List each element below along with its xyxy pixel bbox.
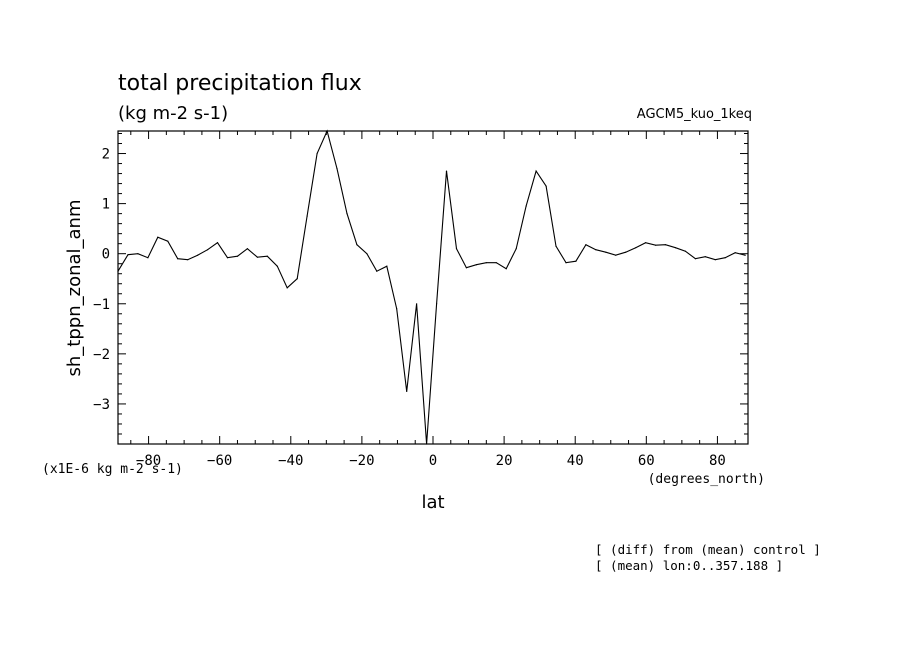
x-tick-label: 40 bbox=[567, 453, 584, 469]
data-points bbox=[117, 130, 746, 445]
data-point bbox=[336, 168, 338, 170]
y-tick-label: −2 bbox=[93, 347, 110, 363]
data-point bbox=[495, 262, 497, 264]
data-point bbox=[515, 248, 517, 250]
data-point bbox=[306, 215, 308, 217]
x-tick-label: −40 bbox=[278, 453, 303, 469]
data-point bbox=[704, 256, 706, 258]
x-tick-labels: −80 −60 −40 −20 0 20 40 60 80 bbox=[136, 453, 726, 469]
data-point bbox=[416, 303, 418, 305]
y-tick-label: −3 bbox=[93, 397, 110, 413]
data-point bbox=[236, 255, 239, 257]
data-point bbox=[117, 270, 119, 272]
data-point bbox=[575, 260, 577, 262]
x-tick-label: 20 bbox=[496, 453, 513, 469]
data-point bbox=[744, 254, 746, 256]
chart-subtitle: (kg m-2 s-1) bbox=[118, 103, 228, 124]
data-point bbox=[625, 251, 627, 253]
data-point bbox=[485, 262, 487, 264]
data-point bbox=[366, 253, 368, 255]
data-point bbox=[455, 248, 458, 250]
data-point bbox=[555, 245, 557, 247]
mean-note: [ (mean) lon:0..357.188 ] bbox=[595, 558, 783, 573]
y-tick-label: 0 bbox=[102, 247, 110, 263]
x-tick-label: 0 bbox=[429, 453, 437, 469]
data-point bbox=[197, 254, 199, 256]
data-point bbox=[684, 250, 687, 252]
chart-title: total precipitation flux bbox=[118, 71, 362, 96]
tick-marks bbox=[118, 131, 748, 444]
data-point bbox=[674, 247, 677, 249]
x-tick-label: 60 bbox=[638, 453, 655, 469]
y-tick-label: 1 bbox=[102, 197, 110, 213]
data-point bbox=[694, 258, 697, 260]
x-tick-label: −20 bbox=[349, 453, 374, 469]
y-tick-label: 2 bbox=[102, 147, 110, 163]
data-point bbox=[605, 251, 607, 253]
data-point bbox=[396, 308, 398, 310]
data-point bbox=[645, 242, 647, 244]
data-point bbox=[475, 264, 477, 266]
y-tick-labels: 2 1 0 −1 −2 −3 bbox=[93, 147, 110, 413]
data-point bbox=[714, 259, 716, 261]
data-point bbox=[505, 268, 507, 270]
data-point bbox=[226, 257, 229, 259]
data-point bbox=[615, 254, 617, 256]
data-point bbox=[187, 259, 189, 261]
data-point bbox=[386, 265, 388, 267]
y-axis-label: sh_tppn_zonal_anm bbox=[64, 200, 85, 377]
data-point bbox=[216, 242, 219, 244]
x-axis-label: lat bbox=[421, 492, 444, 513]
x-tick-label: −60 bbox=[207, 453, 232, 469]
data-point bbox=[635, 247, 637, 249]
data-point bbox=[296, 278, 298, 280]
plot-frame bbox=[117, 130, 749, 445]
data-point bbox=[137, 253, 139, 255]
x-tick-label: 80 bbox=[709, 453, 726, 469]
data-point bbox=[724, 257, 726, 259]
data-point bbox=[207, 249, 209, 251]
data-point bbox=[127, 254, 129, 256]
data-point bbox=[445, 170, 448, 172]
y-units-label: (x1E-6 kg m-2 s-1) bbox=[42, 462, 183, 477]
data-point bbox=[436, 303, 438, 305]
data-point bbox=[595, 249, 597, 251]
data-point bbox=[177, 258, 179, 260]
data-point bbox=[326, 130, 328, 132]
data-point bbox=[376, 270, 378, 272]
x-units-label: (degrees_north) bbox=[648, 472, 765, 487]
data-point bbox=[565, 262, 567, 264]
x-tick-label: −80 bbox=[136, 453, 161, 469]
data-point bbox=[734, 252, 736, 254]
data-point bbox=[246, 248, 248, 250]
data-point bbox=[256, 256, 258, 258]
data-point bbox=[426, 443, 428, 445]
data-point bbox=[545, 185, 547, 187]
data-point bbox=[465, 267, 467, 269]
data-point bbox=[655, 244, 657, 246]
data-point bbox=[406, 390, 408, 392]
data-point bbox=[535, 170, 537, 172]
data-point bbox=[147, 257, 149, 259]
diff-note: [ (diff) from (mean) control ] bbox=[595, 542, 821, 557]
data-point bbox=[266, 255, 268, 257]
data-point bbox=[664, 244, 667, 246]
data-point bbox=[167, 240, 169, 242]
data-point bbox=[276, 265, 278, 267]
dataset-label: AGCM5_kuo_1keq bbox=[637, 107, 752, 122]
data-point bbox=[316, 152, 318, 155]
data-point bbox=[286, 287, 288, 289]
data-point bbox=[525, 205, 527, 207]
data-point bbox=[346, 213, 348, 215]
y-tick-label: −1 bbox=[93, 297, 110, 313]
data-point bbox=[585, 244, 587, 246]
data-point bbox=[356, 244, 358, 246]
series-line bbox=[117, 129, 746, 445]
data-point bbox=[157, 236, 159, 238]
